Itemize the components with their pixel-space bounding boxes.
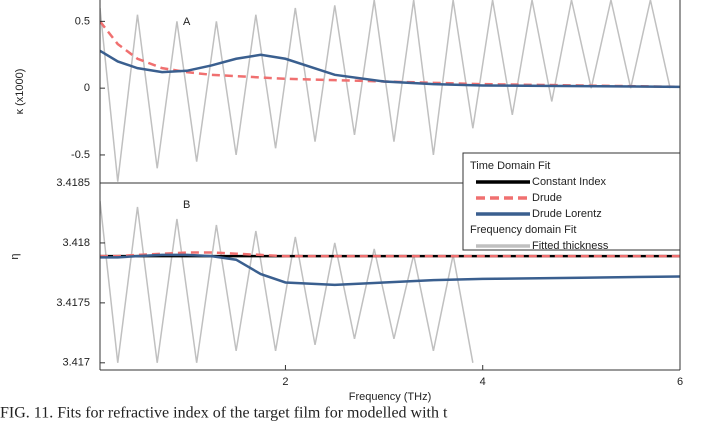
x-tick-label: 6 — [677, 376, 683, 388]
panel-b — [100, 200, 680, 363]
series-line — [100, 49, 680, 89]
x-tick-label: 4 — [480, 376, 486, 388]
legend-label: Drude Lorentz — [532, 208, 602, 220]
caption: FIG. 11. Fits for refractive index of th… — [0, 405, 448, 421]
y-axis-label: κ (x1000) — [14, 69, 26, 115]
panel-a — [100, 0, 680, 182]
series-line — [100, 20, 680, 89]
legend-box — [462, 152, 681, 251]
y-tick-label: 0 — [84, 82, 90, 94]
legend-label: Constant Index — [532, 176, 606, 188]
legend-header: Frequency domain Fit — [470, 224, 576, 236]
y-tick-label: 3.4185 — [56, 177, 90, 189]
series-line — [100, 200, 474, 363]
panel-label: B — [183, 199, 190, 211]
legend-label: Fitted thickness — [532, 240, 609, 252]
series-line — [100, 0, 671, 182]
overlay: -0.5 0 0.5 Aκ (x1000) 3.417 3.4175 3.418 3.4185… — [9, 0, 683, 403]
series-line — [100, 253, 680, 287]
legend: Time Domain Fit Constant Index Drude Drude … — [462, 152, 681, 252]
panel-label: A — [183, 16, 191, 28]
y-tick-label: 0.5 — [75, 15, 90, 27]
y-tick-label: 3.418 — [62, 237, 90, 249]
legend-label: Drude — [532, 192, 562, 204]
x-axis-label: Frequency (THz) — [349, 391, 432, 403]
y-tick-label: 3.4175 — [56, 297, 90, 309]
x-tick-label: 2 — [282, 376, 288, 388]
y-tick-label: 3.417 — [62, 357, 90, 369]
y-tick-label: -0.5 — [71, 149, 90, 161]
legend-header: Time Domain Fit — [470, 160, 550, 172]
y-axis-label: η — [9, 253, 21, 259]
